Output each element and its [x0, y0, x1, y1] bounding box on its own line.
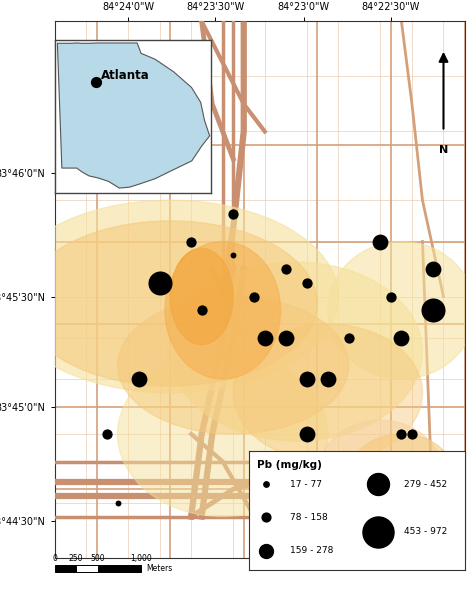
Point: [408, 429, 416, 439]
Point: [103, 429, 111, 439]
Polygon shape: [57, 43, 210, 188]
Point: [187, 237, 195, 246]
Ellipse shape: [233, 324, 422, 462]
Point: [250, 292, 258, 302]
Bar: [76, 565, 98, 573]
Point: [374, 527, 382, 537]
Point: [374, 479, 382, 489]
Point: [398, 429, 405, 439]
Text: N: N: [439, 145, 448, 155]
Text: 453 - 972: 453 - 972: [404, 527, 447, 536]
Point: [114, 498, 121, 508]
Text: 0: 0: [52, 554, 57, 563]
Text: 500: 500: [91, 554, 105, 563]
Point: [387, 498, 395, 508]
Point: [303, 374, 310, 384]
Point: [198, 305, 206, 315]
Point: [156, 278, 164, 287]
Point: [92, 77, 100, 87]
Ellipse shape: [2, 200, 338, 393]
Point: [324, 374, 332, 384]
Point: [229, 250, 237, 260]
Point: [356, 512, 363, 522]
Bar: [55, 565, 76, 573]
Text: Meters: Meters: [146, 564, 173, 573]
Point: [429, 470, 437, 480]
Ellipse shape: [317, 421, 444, 530]
Text: 17 - 77: 17 - 77: [290, 479, 322, 489]
Text: Atlanta: Atlanta: [101, 69, 150, 82]
Ellipse shape: [23, 221, 317, 386]
Point: [261, 333, 269, 343]
Text: 279 - 452: 279 - 452: [404, 479, 447, 489]
Text: 159 - 278: 159 - 278: [290, 546, 333, 555]
Point: [135, 374, 142, 384]
Text: 250: 250: [69, 554, 83, 563]
Point: [429, 264, 437, 274]
Point: [377, 237, 384, 246]
Text: Pb (mg/kg): Pb (mg/kg): [257, 460, 322, 470]
Point: [282, 333, 290, 343]
Point: [229, 209, 237, 219]
Point: [398, 333, 405, 343]
Point: [303, 429, 310, 439]
Point: [429, 305, 437, 315]
Text: 1,000: 1,000: [130, 554, 152, 563]
Point: [303, 278, 310, 287]
Ellipse shape: [118, 297, 349, 434]
Ellipse shape: [165, 242, 281, 379]
Ellipse shape: [328, 242, 474, 379]
Text: 78 - 158: 78 - 158: [290, 513, 328, 522]
Point: [262, 546, 270, 556]
Point: [262, 479, 270, 489]
Point: [262, 512, 270, 522]
Point: [387, 292, 395, 302]
Point: [345, 333, 353, 343]
Bar: [98, 565, 141, 573]
Ellipse shape: [170, 262, 422, 441]
Point: [282, 264, 290, 274]
Point: [419, 512, 426, 522]
Ellipse shape: [349, 434, 454, 517]
Ellipse shape: [118, 351, 328, 517]
Ellipse shape: [170, 248, 233, 345]
